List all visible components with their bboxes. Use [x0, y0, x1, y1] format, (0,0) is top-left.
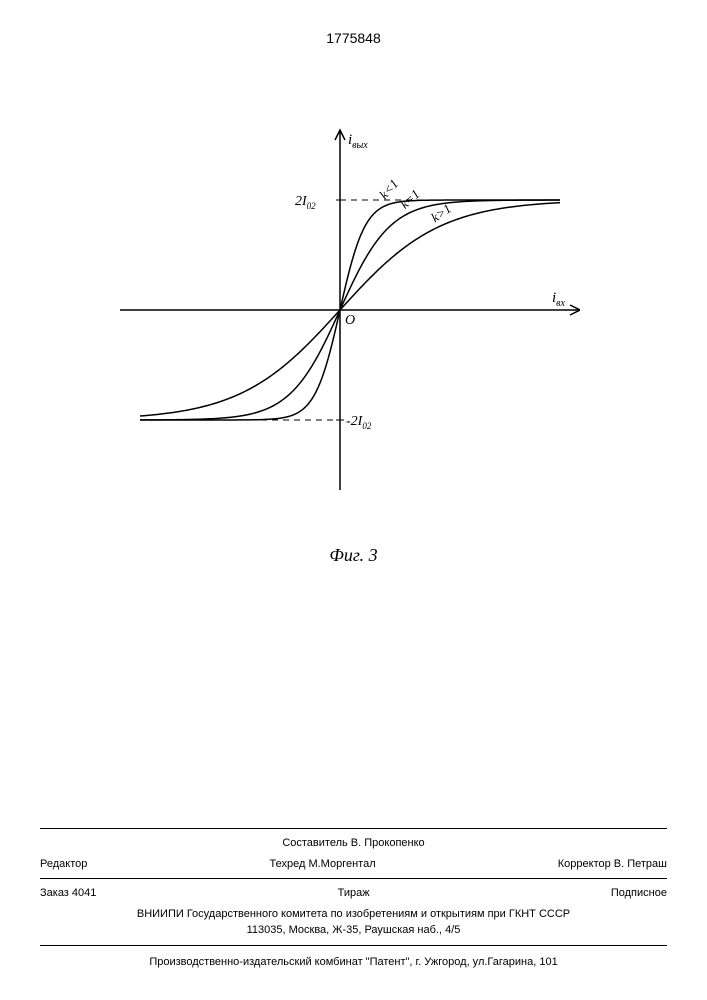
- print-info: Производственно-издательский комбинат "П…: [149, 956, 557, 968]
- svg-text:2I02: 2I02: [295, 194, 316, 211]
- page-number: 1775848: [326, 30, 381, 46]
- svg-text:-2I02: -2I02: [346, 414, 372, 431]
- editor-label: Редактор: [40, 856, 87, 873]
- corrector-name: В. Петраш: [614, 858, 667, 870]
- org-name: ВНИИПИ Государственного комитета по изоб…: [137, 908, 570, 920]
- svg-text:O: O: [345, 313, 355, 328]
- svg-text:iвых: iвых: [348, 132, 368, 151]
- techred-name: М.Моргентал: [308, 858, 375, 870]
- svg-text:iвx: iвx: [552, 290, 566, 309]
- corrector-label: Корректор: [558, 858, 611, 870]
- curve-label: k=1: [397, 186, 423, 211]
- curve-label: k<1: [376, 176, 401, 202]
- transfer-curve-chart: iвыхiвx2I02-2I02Ok<1k=1k>1: [120, 110, 580, 530]
- org-addr: 113035, Москва, Ж-35, Раушская наб., 4/5: [247, 924, 461, 936]
- footer-block: Составитель В. Прокопенко Редактор Техре…: [40, 822, 667, 970]
- compiler-name: В. Прокопенко: [351, 837, 425, 849]
- figure-caption: Фиг. 3: [329, 545, 377, 566]
- techred-label: Техред: [270, 858, 306, 870]
- order-label: Заказ: [40, 887, 69, 899]
- compiler-label: Составитель: [282, 837, 347, 849]
- tirazh-label: Тираж: [338, 885, 370, 902]
- order-number: 4041: [72, 887, 96, 899]
- podpisnoe: Подписное: [611, 885, 667, 902]
